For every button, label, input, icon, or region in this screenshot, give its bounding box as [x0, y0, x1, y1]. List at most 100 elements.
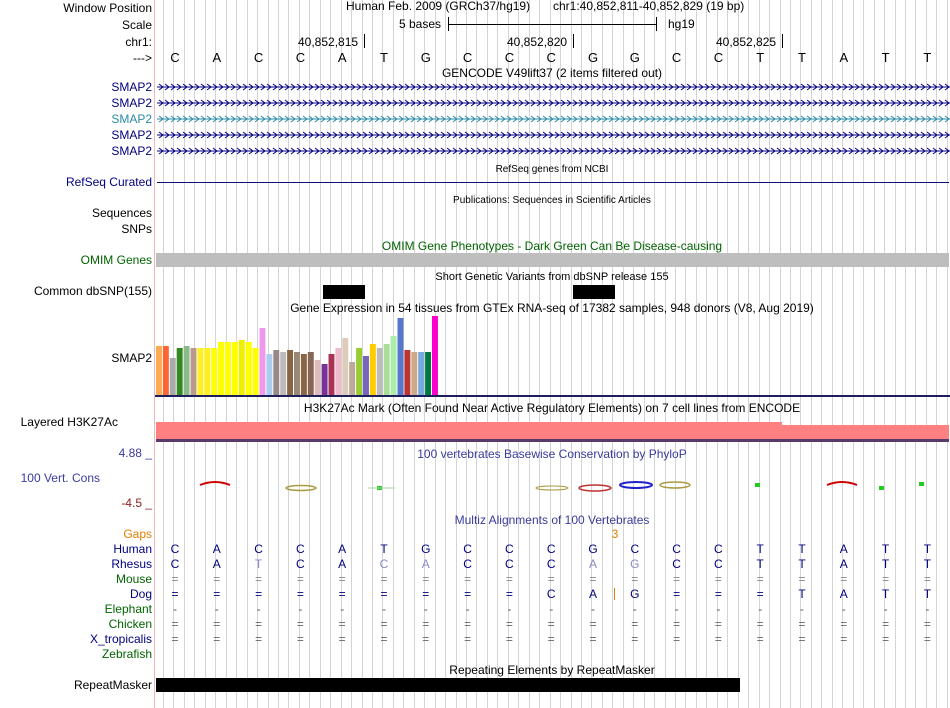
common-dbsnp-label[interactable]: Common dbSNP(155): [33, 284, 152, 298]
gtex-tissue-bar[interactable]: [356, 348, 363, 396]
gencode-item-label[interactable]: SMAP2: [111, 112, 152, 126]
omim-bar[interactable]: [156, 253, 949, 267]
repeat-element[interactable]: [156, 678, 740, 692]
gtex-tissue-bar[interactable]: [266, 354, 273, 396]
gencode-item-label[interactable]: SMAP2: [111, 128, 152, 142]
species-elephant-label: Elephant: [104, 602, 152, 616]
gtex-tissue-bar[interactable]: [363, 356, 369, 396]
repeatmasker-label[interactable]: RepeatMasker: [73, 678, 152, 692]
gtex-tissue-bar[interactable]: [383, 344, 390, 396]
snps-label[interactable]: SNPs: [121, 222, 152, 236]
gtex-tissue-bar[interactable]: [218, 342, 225, 396]
gtex-tissue-bar[interactable]: [176, 348, 183, 396]
gtex-tissue-bar[interactable]: [211, 348, 218, 396]
gtex-tissue-bar[interactable]: [231, 342, 238, 396]
conservation-label[interactable]: 100 Vert. Cons: [20, 471, 100, 485]
alignment-base: =: [213, 572, 221, 586]
base-letter: C: [504, 50, 515, 65]
gtex-tissue-bar[interactable]: [156, 346, 162, 396]
gtex-tissue-bar[interactable]: [369, 344, 376, 396]
h3k27ac-label[interactable]: Layered H3K27Ac: [20, 415, 118, 429]
gtex-tissue-bar[interactable]: [287, 350, 294, 396]
gtex-tissue-bar[interactable]: [183, 346, 190, 396]
gtex-tissue-bar[interactable]: [335, 348, 342, 396]
multiz-track-title: Multiz Alignments of 100 Vertebrates: [454, 513, 650, 527]
base-letter: C: [546, 50, 556, 65]
refseq-gene-line[interactable]: [157, 182, 949, 183]
alignment-base: G: [630, 587, 640, 601]
refseq-label[interactable]: RefSeq Curated: [65, 175, 152, 189]
gtex-tissue-bar[interactable]: [245, 342, 252, 396]
gtex-tissue-bar[interactable]: [294, 352, 300, 396]
alignment-base: C: [505, 557, 514, 571]
gtex-tissue-bar[interactable]: [349, 362, 356, 396]
alignment-base: C: [254, 542, 263, 556]
ruler-tick: [573, 34, 574, 48]
alignment-base: =: [171, 632, 179, 646]
gtex-tissue-bar[interactable]: [190, 348, 197, 396]
gencode-item-label[interactable]: SMAP2: [111, 144, 152, 158]
alignment-base: =: [338, 572, 346, 586]
alignment-base: =: [296, 632, 304, 646]
alignment-base: A: [421, 557, 430, 571]
dbsnp-track-title: Short Genetic Variants from dbSNP releas…: [435, 271, 669, 283]
alignment-base: =: [631, 617, 639, 631]
alignment-base: =: [505, 617, 513, 631]
gtex-tissue-bar[interactable]: [162, 346, 169, 396]
gtex-track-title: Gene Expression in 54 tissues from GTEx …: [290, 301, 814, 315]
alignment-base: =: [464, 632, 472, 646]
gtex-tissue-bar[interactable]: [397, 318, 404, 396]
gtex-tissue-bar[interactable]: [280, 352, 287, 396]
alignment-base: T: [798, 587, 806, 601]
gtex-tissue-bar[interactable]: [238, 340, 245, 396]
phylop-logos[interactable]: [155, 476, 950, 496]
base-letter: T: [380, 50, 388, 65]
gtex-tissue-bar[interactable]: [169, 358, 176, 396]
alignment-base: =: [171, 617, 179, 631]
gtex-tissue-bar[interactable]: [321, 364, 328, 396]
conservation-min-label: -4.5 _: [121, 496, 152, 510]
alignment-base: T: [756, 542, 764, 556]
gencode-transcripts[interactable]: [155, 80, 950, 160]
alignment-base: =: [882, 572, 890, 586]
repeatmasker-track-title: Repeating Elements by RepeatMasker: [449, 663, 655, 677]
gtex-tissue-bar[interactable]: [273, 350, 280, 396]
gencode-item-label[interactable]: SMAP2: [111, 96, 152, 110]
gtex-tissue-bar[interactable]: [404, 350, 411, 396]
gtex-tissue-bar[interactable]: [328, 354, 335, 396]
alignment-base: =: [840, 572, 848, 586]
gtex-tissue-bar[interactable]: [411, 352, 418, 396]
gtex-tissue-bar[interactable]: [204, 348, 211, 396]
alignment-base: C: [170, 542, 180, 556]
gtex-tissue-bar[interactable]: [418, 352, 425, 396]
species-human-label: Human: [113, 542, 152, 556]
gtex-tissue-bar[interactable]: [314, 360, 321, 396]
gtex-bar-chart[interactable]: [155, 314, 950, 398]
gtex-tissue-bar[interactable]: [432, 316, 438, 396]
gtex-tissue-bar[interactable]: [259, 328, 266, 396]
base-letter: C: [295, 50, 306, 65]
alignment-base: =: [380, 632, 388, 646]
base-letter: T: [923, 50, 932, 65]
gtex-tissue-bar[interactable]: [425, 352, 432, 396]
gencode-item-label[interactable]: SMAP2: [111, 80, 152, 94]
base-letter: C: [671, 50, 682, 65]
gtex-tissue-bar[interactable]: [225, 342, 231, 396]
omim-label[interactable]: OMIM Genes: [80, 253, 152, 267]
gtex-tissue-bar[interactable]: [197, 348, 204, 396]
gtex-tissue-bar[interactable]: [307, 352, 314, 396]
snp-marker[interactable]: [323, 285, 365, 299]
gtex-tissue-bar[interactable]: [376, 348, 383, 396]
gtex-tissue-bar[interactable]: [252, 348, 259, 396]
h3k27ac-signal[interactable]: [156, 422, 782, 439]
gtex-tissue-bar[interactable]: [300, 354, 307, 396]
sequences-label[interactable]: Sequences: [91, 206, 152, 220]
snp-marker[interactable]: [573, 285, 615, 299]
h3k27ac-signal[interactable]: [782, 425, 949, 439]
gtex-gene-label[interactable]: SMAP2: [111, 351, 152, 365]
conservation-max-label: 4.88 _: [118, 446, 152, 460]
gtex-tissue-bar[interactable]: [390, 336, 397, 396]
gtex-tissue-bar[interactable]: [342, 338, 349, 396]
alignment-base: T: [756, 557, 764, 571]
